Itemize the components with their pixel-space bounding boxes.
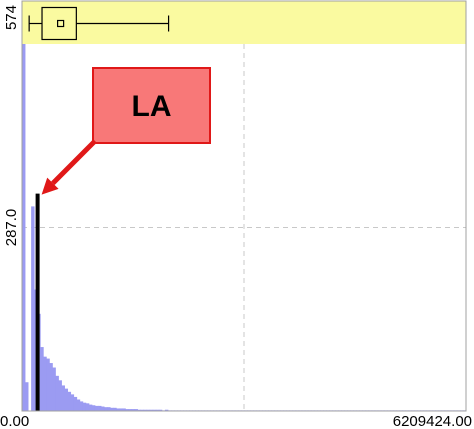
histogram-bar xyxy=(134,409,138,411)
histogram-bar xyxy=(149,409,154,411)
callout-label: LA xyxy=(132,90,172,123)
histogram-bar xyxy=(143,409,148,411)
histogram-bar xyxy=(85,403,90,411)
boxplot-median-marker xyxy=(57,19,65,28)
histogram-bar xyxy=(110,407,114,411)
histogram-bar xyxy=(155,409,160,411)
histogram-bar xyxy=(164,409,169,411)
histogram-bar xyxy=(61,385,65,411)
histogram-bar xyxy=(25,382,29,411)
histogram-bar xyxy=(98,405,102,411)
boxplot-strip xyxy=(22,1,466,44)
grid-lines xyxy=(22,44,466,411)
boxplot xyxy=(28,6,170,41)
histogram-bar xyxy=(46,358,50,411)
histogram-bar xyxy=(73,396,78,411)
histogram-bar xyxy=(67,391,72,411)
histogram-bar xyxy=(22,44,26,411)
histogram-bar xyxy=(52,367,56,411)
histogram-bar xyxy=(107,407,111,411)
x-tick-label-max: 6209424.00 xyxy=(393,413,472,429)
histogram-bar xyxy=(113,407,117,411)
histogram-bar xyxy=(128,409,132,411)
plot-frame xyxy=(21,0,467,412)
histogram-bar xyxy=(137,409,142,411)
histogram-bar xyxy=(131,409,135,411)
histogram-bar xyxy=(146,409,151,411)
histogram-bar xyxy=(140,409,145,411)
histogram-bar xyxy=(125,409,129,411)
histogram-bar xyxy=(79,401,84,411)
histogram-bar xyxy=(64,388,69,411)
x-tick-label-min: 0.00 xyxy=(0,413,29,429)
highlight-callout: LA xyxy=(92,67,211,144)
histogram-bar xyxy=(116,408,120,411)
histogram-bar xyxy=(43,356,47,411)
histogram-bar xyxy=(104,407,108,411)
histogram-bar xyxy=(55,375,59,411)
histogram-bar xyxy=(40,347,44,411)
arrow-shaft xyxy=(51,139,97,186)
highlight-bar xyxy=(35,193,40,411)
histogram-bar xyxy=(82,402,87,411)
callout-box xyxy=(92,67,211,144)
histogram-bar xyxy=(91,405,96,411)
histogram-bar xyxy=(70,394,75,411)
histogram-bar xyxy=(49,363,53,411)
histogram-bar xyxy=(58,380,62,411)
histogram-bar xyxy=(76,399,81,411)
y-tick-label-max: 574 xyxy=(3,5,20,30)
histogram-bar xyxy=(88,404,93,411)
callout-arrow xyxy=(41,139,97,195)
histogram-bar xyxy=(94,405,99,411)
y-tick-label-mid: 287.0 xyxy=(3,209,20,247)
histogram-bar xyxy=(152,409,157,411)
histogram-bar xyxy=(101,406,105,411)
histogram-bar xyxy=(119,408,123,411)
histogram-bar xyxy=(122,408,126,411)
boxplot-box xyxy=(41,6,77,41)
histogram-bar xyxy=(158,409,163,411)
histogram-bar xyxy=(31,206,35,411)
arrow-head xyxy=(41,177,59,195)
